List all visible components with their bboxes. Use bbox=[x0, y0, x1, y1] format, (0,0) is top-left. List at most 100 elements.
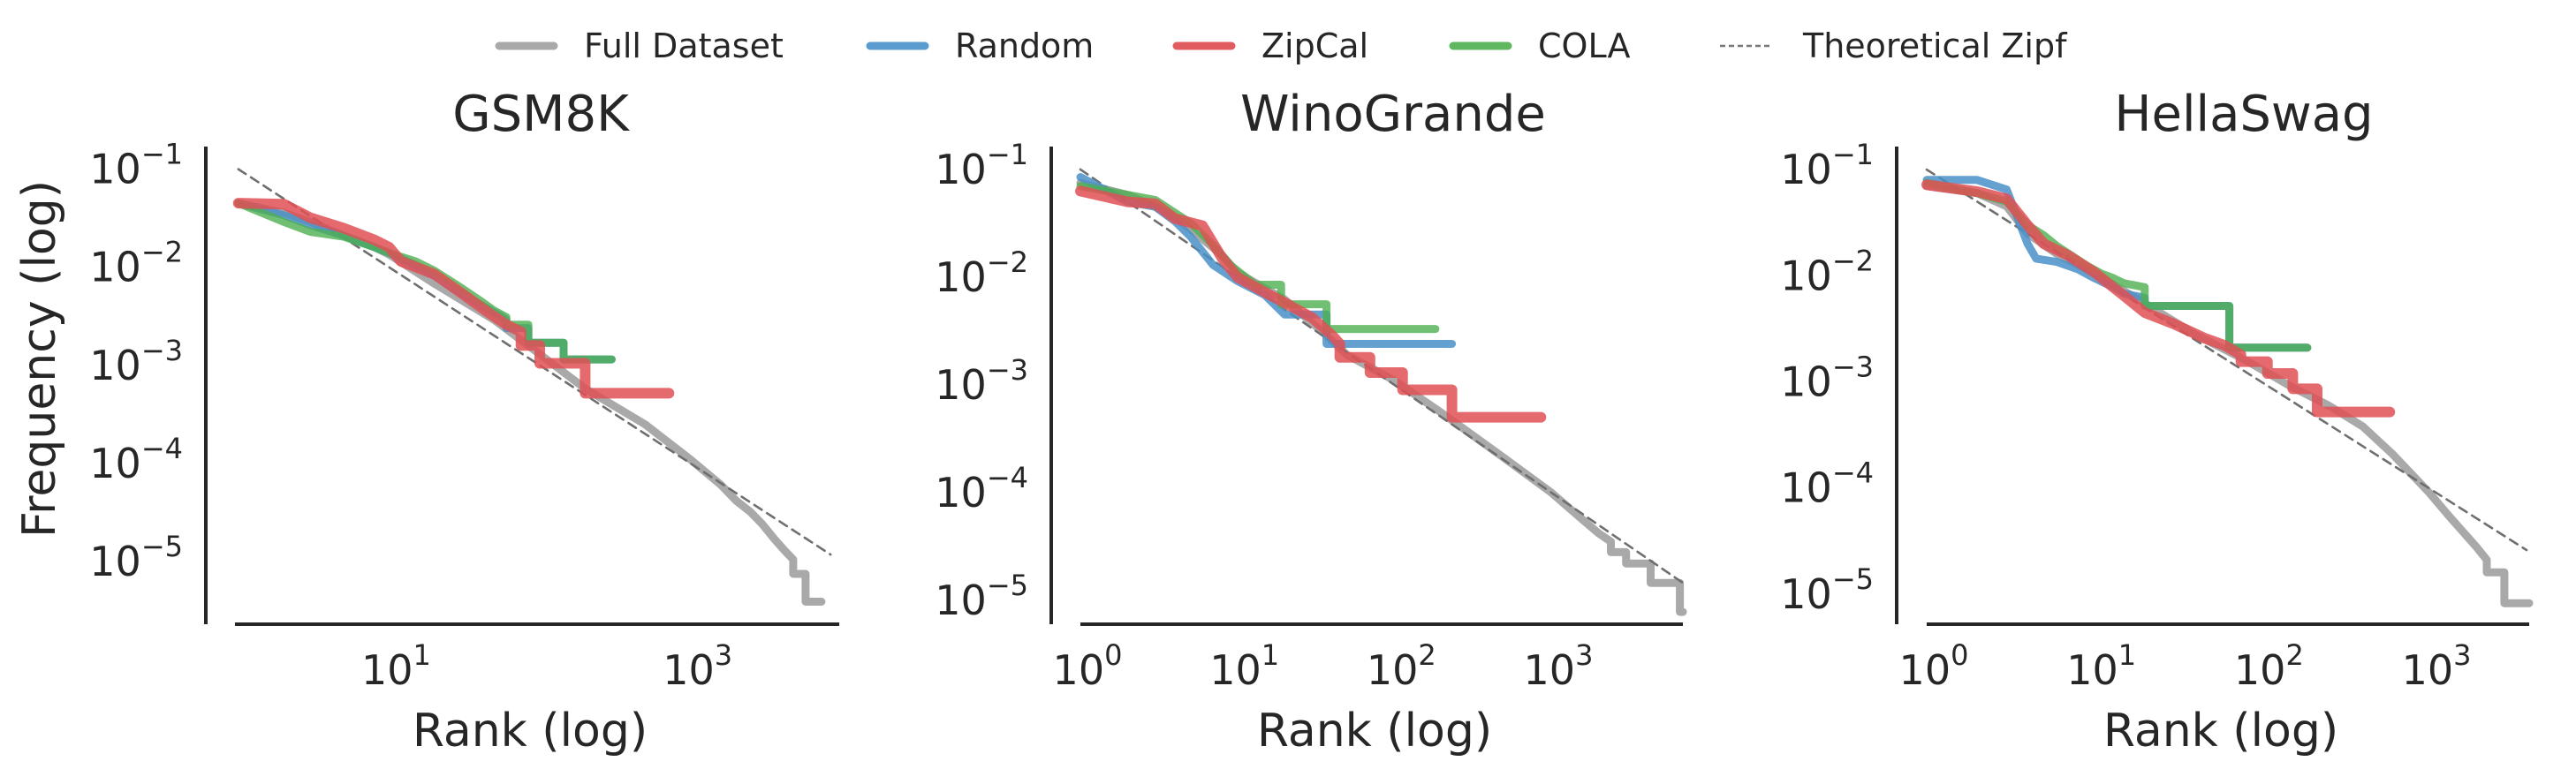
y-tick-label: 10−1 bbox=[1780, 138, 1874, 193]
y-tick-label: 10−1 bbox=[89, 138, 183, 193]
y-tick-base: 10 bbox=[89, 146, 141, 193]
x-tick-base: 10 bbox=[2066, 646, 2118, 694]
x-tick-exponent: 3 bbox=[2453, 638, 2471, 672]
series-line-full-dataset bbox=[234, 199, 826, 606]
y-tick-base: 10 bbox=[935, 253, 987, 301]
y-tick-label: 10−4 bbox=[89, 432, 183, 487]
legend-item-cola: COLA bbox=[1449, 26, 1630, 65]
y-tick-exponent: −5 bbox=[987, 569, 1028, 602]
y-tick-base: 10 bbox=[89, 342, 141, 389]
legend-label: Random bbox=[955, 26, 1094, 65]
y-tick-base: 10 bbox=[89, 440, 141, 487]
x-tick-base: 10 bbox=[1367, 646, 1419, 694]
x-tick-label: 102 bbox=[1367, 638, 1436, 694]
y-tick-exponent: −2 bbox=[1832, 244, 1874, 277]
y-tick-label: 10−3 bbox=[89, 334, 183, 389]
y-tick-exponent: −4 bbox=[987, 461, 1028, 494]
y-tick-exponent: −2 bbox=[987, 245, 1028, 279]
y-tick-exponent: −1 bbox=[1832, 138, 1874, 171]
x-tick-exponent: 0 bbox=[1104, 638, 1122, 672]
legend-item-zipcal: ZipCal bbox=[1172, 26, 1368, 65]
x-tick-label: 103 bbox=[2402, 638, 2472, 694]
y-tick-base: 10 bbox=[1780, 570, 1832, 618]
x-tick-label: 103 bbox=[1524, 638, 1594, 694]
x-tick-label: 101 bbox=[1209, 638, 1279, 694]
x-axis-label: Rank (log) bbox=[2103, 705, 2338, 758]
x-tick-label: 103 bbox=[663, 638, 732, 694]
legend-item-theoretical-zipf: Theoretical Zipf bbox=[1720, 26, 2068, 65]
series-line-zipcal bbox=[232, 198, 675, 399]
x-tick-base: 10 bbox=[663, 646, 715, 694]
y-tick-exponent: −3 bbox=[1832, 351, 1874, 384]
y-tick-base: 10 bbox=[89, 538, 141, 585]
x-tick-base: 10 bbox=[361, 646, 413, 694]
y-tick-label: 10−3 bbox=[1780, 351, 1874, 406]
y-tick-base: 10 bbox=[1780, 146, 1832, 193]
y-tick-base: 10 bbox=[935, 469, 987, 516]
x-tick-exponent: 1 bbox=[413, 638, 431, 672]
x-tick-exponent: 0 bbox=[1951, 638, 1968, 672]
x-tick-label: 102 bbox=[2234, 638, 2304, 694]
y-tick-exponent: −5 bbox=[1832, 562, 1874, 596]
y-tick-base: 10 bbox=[935, 361, 987, 409]
x-tick-base: 10 bbox=[1053, 646, 1105, 694]
y-tick-exponent: −2 bbox=[141, 236, 183, 269]
x-tick-base: 10 bbox=[2402, 646, 2454, 694]
y-tick-base: 10 bbox=[1780, 358, 1832, 406]
series-line-theoretical-zipf bbox=[1925, 168, 2528, 552]
legend-item-random: Random bbox=[866, 26, 1094, 65]
legend-label: Theoretical Zipf bbox=[1802, 26, 2068, 65]
panel-title: HellaSwag bbox=[2114, 86, 2373, 143]
x-tick-base: 10 bbox=[1209, 646, 1261, 694]
x-tick-exponent: 2 bbox=[2285, 638, 2303, 672]
y-tick-label: 10−5 bbox=[1780, 562, 1874, 618]
x-tick-exponent: 3 bbox=[1575, 638, 1593, 672]
x-axis-label: Rank (log) bbox=[413, 705, 648, 758]
legend-label: ZipCal bbox=[1261, 26, 1368, 65]
x-tick-label: 100 bbox=[1053, 638, 1123, 694]
x-tick-exponent: 3 bbox=[715, 638, 732, 672]
y-tick-base: 10 bbox=[935, 577, 987, 624]
y-tick-label: 10−4 bbox=[935, 461, 1028, 516]
x-tick-exponent: 1 bbox=[1261, 638, 1279, 672]
y-tick-label: 10−1 bbox=[935, 138, 1028, 193]
x-tick-base: 10 bbox=[1524, 646, 1576, 694]
y-tick-base: 10 bbox=[935, 146, 987, 193]
x-tick-exponent: 1 bbox=[2118, 638, 2136, 672]
y-tick-label: 10−3 bbox=[935, 353, 1028, 409]
y-tick-exponent: −1 bbox=[141, 138, 183, 171]
x-tick-label: 101 bbox=[2066, 638, 2136, 694]
x-tick-label: 101 bbox=[361, 638, 431, 694]
y-tick-label: 10−5 bbox=[935, 569, 1028, 624]
panel-title: WinoGrande bbox=[1240, 86, 1546, 143]
x-tick-base: 10 bbox=[2234, 646, 2286, 694]
series-line-full-dataset bbox=[1076, 178, 1687, 616]
series-line-cola bbox=[1922, 178, 2312, 352]
y-tick-base: 10 bbox=[1780, 464, 1832, 512]
y-tick-exponent: −3 bbox=[141, 334, 183, 367]
y-tick-label: 10−2 bbox=[1780, 244, 1874, 299]
legend-label: Full Dataset bbox=[584, 26, 784, 65]
y-tick-exponent: −3 bbox=[987, 353, 1028, 387]
series-line-zipcal bbox=[1075, 185, 1547, 423]
y-tick-exponent: −1 bbox=[987, 138, 1028, 171]
y-tick-label: 10−5 bbox=[89, 530, 183, 585]
y-tick-exponent: −5 bbox=[141, 530, 183, 563]
x-tick-exponent: 2 bbox=[1418, 638, 1436, 672]
legend-item-full-dataset: Full Dataset bbox=[495, 26, 784, 65]
y-axis-label: Frequency (log) bbox=[13, 180, 66, 538]
x-axis-label: Rank (log) bbox=[1257, 705, 1492, 758]
y-tick-exponent: −4 bbox=[141, 432, 183, 465]
series-line-full-dataset bbox=[1922, 182, 2534, 607]
y-tick-label: 10−2 bbox=[89, 236, 183, 291]
y-tick-base: 10 bbox=[1780, 252, 1832, 299]
legend: Full Dataset Random ZipCal COLA Theoretical … bbox=[495, 26, 2068, 65]
x-tick-base: 10 bbox=[1899, 646, 1951, 694]
y-tick-base: 10 bbox=[89, 244, 141, 291]
legend-label: COLA bbox=[1538, 26, 1630, 65]
y-tick-label: 10−2 bbox=[935, 245, 1028, 301]
